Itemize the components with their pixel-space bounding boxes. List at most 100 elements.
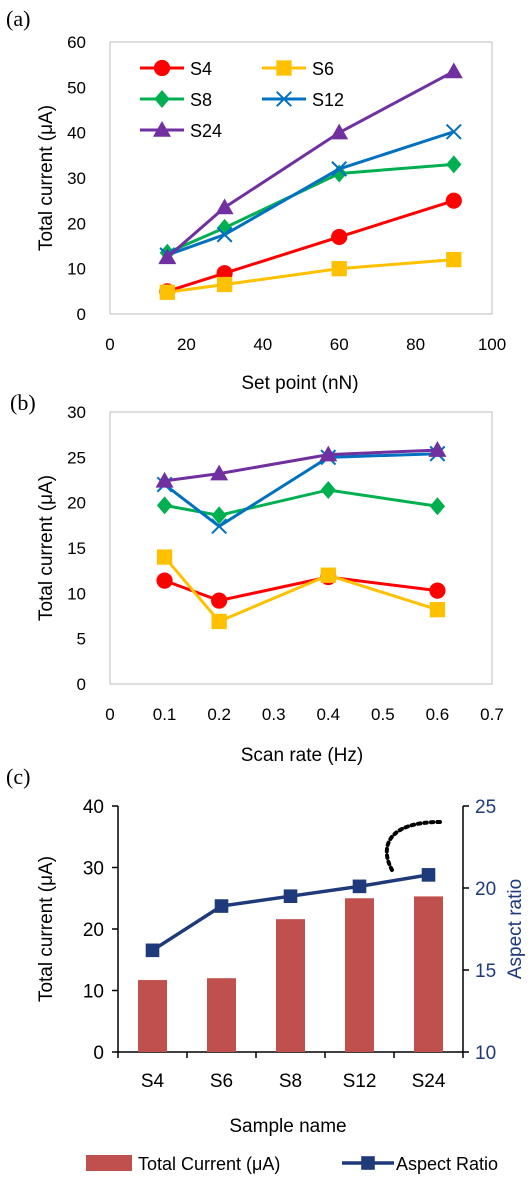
x-tick-label: 60 [330,335,349,354]
series-line-s4 [166,199,455,293]
x-tick-label: S6 [210,1071,233,1092]
panel-a-plot-area [109,41,493,315]
data-point-s4 [156,572,173,589]
x-tick-label: 0.4 [316,705,340,724]
series-s6 [159,251,462,300]
legend-marker-aspect-ratio [361,1156,375,1170]
x-tick-label: 40 [253,335,272,354]
legend-label: Aspect Ratio [396,1154,498,1174]
x-tick-label: 0 [105,705,114,724]
aspect-ratio-point-s6 [214,899,229,913]
x-tick-label: S8 [279,1071,302,1092]
legend-item-s4: S4 [140,59,212,79]
aspect-ratio-point-s4 [145,943,160,958]
legend-label: S12 [312,90,344,110]
data-point-s6 [446,251,462,268]
data-point-s12 [331,161,348,177]
series-s6 [156,549,446,630]
series-s12 [159,123,462,263]
bar-s8 [276,919,305,1052]
legend-item-s8: S8 [140,90,212,110]
panel-a-legend: S4 S6 S8 S12 S24 [140,59,344,141]
panel-a: (a) 0 10 20 30 40 50 60 0 20 40 60 80 100 S4 S6 S8 S12… [6,6,506,394]
legend-swatch [86,1155,132,1171]
x-tick-label: 80 [406,335,425,354]
data-point-s8 [429,497,446,516]
legend-item-aspect-ratio: Aspect Ratio [342,1154,498,1174]
data-point-s12 [216,226,233,243]
data-point-s12 [211,518,228,535]
legend-item-s12: S12 [262,90,344,110]
data-point-s6 [211,613,227,630]
y-tick-label: 20 [67,494,86,513]
legend-label: S24 [190,121,222,141]
panel-b-series [155,441,447,630]
bar-s6 [207,978,236,1052]
y-tick-label: 50 [67,78,86,97]
data-point-s24 [330,123,349,140]
y-tick-label: 30 [67,169,86,188]
data-point-s6 [331,261,347,277]
series-s8 [156,480,446,525]
panel-b-y-axis-label: Total current (μA) [36,475,57,621]
panel-c-label: (c) [6,764,30,789]
data-point-s4 [211,592,228,609]
series-line-s24 [166,70,455,259]
panel-a-y-ticks: 0 10 20 30 40 50 60 [67,33,86,324]
legend-label: S4 [190,59,212,79]
y2-tick-label: 15 [475,961,496,982]
panel-c-series [138,868,443,1052]
aspect-ratio-point-s12 [352,879,367,894]
data-point-s24 [158,248,177,265]
legend-marker-s6 [276,60,292,76]
x-tick-label: 100 [478,335,506,354]
data-point-s8 [156,496,173,515]
data-point-s6 [216,276,233,293]
bar-s4 [138,980,167,1052]
y-tick-label: 30 [83,859,104,880]
data-point-s8 [211,506,227,525]
legend-item-total-current: Total Current (μA) [86,1154,280,1174]
x-tick-label: 0.1 [153,705,177,724]
y-tick-label: 0 [77,305,86,324]
data-point-s4 [331,228,348,246]
series-s4 [159,192,462,300]
panel-a-y-axis-label: Total current (μA) [36,105,57,251]
panel-c-y-ticks: 0 10 20 30 40 [83,797,118,1064]
y-tick-label: 0 [77,675,86,694]
y-tick-label: 15 [67,539,86,558]
data-point-s24 [210,464,229,481]
data-point-s6 [159,284,175,300]
y-tick-label: 10 [67,260,86,279]
panel-a-x-axis-label: Set point (nN) [241,373,358,394]
legend-item-s24: S24 [140,121,222,141]
data-point-s24 [444,62,463,79]
panel-a-x-ticks: 0 20 40 60 80 100 [105,335,506,354]
legend-label: S8 [190,90,212,110]
data-point-s6 [156,549,173,565]
series-line-s12 [163,452,438,529]
y-tick-label: 10 [83,982,104,1003]
y-tick-label: 40 [83,797,104,818]
y-tick-label: 0 [93,1043,104,1064]
data-point-s4 [445,192,462,209]
panel-b-plot-area [109,411,493,685]
legend-marker-s4 [153,59,171,77]
bar-s12 [345,898,374,1052]
series-line-s24 [164,448,438,483]
panel-b-y-ticks: 0 5 10 15 20 25 30 [67,403,86,694]
x-tick-label: S24 [412,1071,446,1092]
legend-label: Total Current (μA) [138,1154,280,1174]
data-point-s12 [445,123,462,140]
data-point-s6 [429,602,446,618]
y-tick-label: 40 [67,124,86,143]
x-tick-label: 0.7 [480,705,504,724]
legend-marker-s12 [276,91,292,107]
data-point-s6 [320,567,336,583]
aspect-ratio-point-s8 [283,889,298,903]
data-point-s8 [446,155,462,174]
x-tick-label: 0.3 [262,705,286,724]
series-line-s6 [163,556,438,624]
panel-b-x-ticks: 0 0.1 0.2 0.3 0.4 0.5 0.6 0.7 [105,705,504,724]
y-tick-label: 25 [67,448,86,467]
